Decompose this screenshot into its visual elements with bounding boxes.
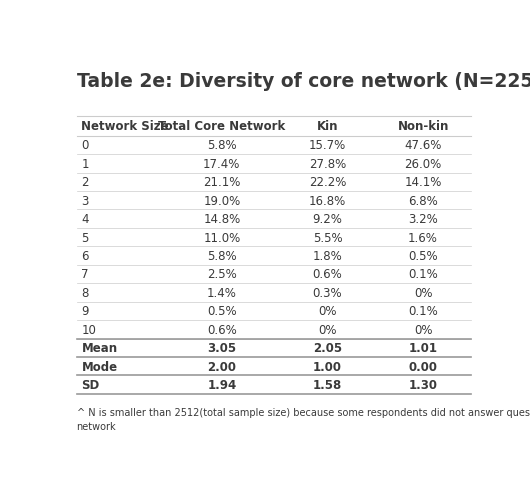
- Text: Kin: Kin: [317, 120, 338, 133]
- Text: 0.6%: 0.6%: [313, 268, 342, 281]
- Text: 1.6%: 1.6%: [408, 231, 438, 244]
- Text: 16.8%: 16.8%: [309, 194, 346, 207]
- Text: 0%: 0%: [414, 286, 432, 299]
- Text: 9.2%: 9.2%: [313, 213, 342, 225]
- Text: 7: 7: [82, 268, 89, 281]
- Text: 0%: 0%: [319, 305, 337, 318]
- Text: 5.5%: 5.5%: [313, 231, 342, 244]
- Text: 8: 8: [82, 286, 89, 299]
- Text: 19.0%: 19.0%: [203, 194, 241, 207]
- Text: 2.5%: 2.5%: [207, 268, 237, 281]
- Text: Network Size: Network Size: [82, 120, 169, 133]
- Text: 1.00: 1.00: [313, 360, 342, 373]
- Text: 14.1%: 14.1%: [404, 176, 442, 189]
- Text: 0.1%: 0.1%: [408, 268, 438, 281]
- Text: 9: 9: [82, 305, 89, 318]
- Text: 0.5%: 0.5%: [408, 249, 438, 263]
- Text: 11.0%: 11.0%: [203, 231, 241, 244]
- Text: 1: 1: [82, 158, 89, 170]
- Text: 1.01: 1.01: [409, 342, 438, 355]
- Text: 22.2%: 22.2%: [309, 176, 346, 189]
- Text: 0%: 0%: [414, 323, 432, 336]
- Text: 0.1%: 0.1%: [408, 305, 438, 318]
- Text: 1.58: 1.58: [313, 378, 342, 391]
- Text: Total Core Network: Total Core Network: [158, 120, 286, 133]
- Text: 2.00: 2.00: [207, 360, 236, 373]
- Text: 0: 0: [82, 139, 89, 152]
- Text: 0.00: 0.00: [409, 360, 438, 373]
- Text: 1.30: 1.30: [409, 378, 438, 391]
- Text: 15.7%: 15.7%: [309, 139, 346, 152]
- Text: 6.8%: 6.8%: [408, 194, 438, 207]
- Text: 3.05: 3.05: [207, 342, 236, 355]
- Text: Table 2e: Diversity of core network (N=2258)^: Table 2e: Diversity of core network (N=2…: [76, 72, 530, 91]
- Text: 5: 5: [82, 231, 89, 244]
- Text: 4: 4: [82, 213, 89, 225]
- Text: 26.0%: 26.0%: [404, 158, 441, 170]
- Text: SD: SD: [82, 378, 100, 391]
- Text: 0.5%: 0.5%: [207, 305, 237, 318]
- Text: 5.8%: 5.8%: [207, 139, 237, 152]
- Text: 2.05: 2.05: [313, 342, 342, 355]
- Text: 2: 2: [82, 176, 89, 189]
- Text: 6: 6: [82, 249, 89, 263]
- Text: 1.4%: 1.4%: [207, 286, 237, 299]
- Text: 0%: 0%: [319, 323, 337, 336]
- Text: 0.3%: 0.3%: [313, 286, 342, 299]
- Text: 21.1%: 21.1%: [203, 176, 241, 189]
- Text: 1.8%: 1.8%: [313, 249, 342, 263]
- Text: Mode: Mode: [82, 360, 118, 373]
- Text: Mean: Mean: [82, 342, 118, 355]
- Text: 10: 10: [82, 323, 96, 336]
- Text: 3: 3: [82, 194, 89, 207]
- Text: 14.8%: 14.8%: [203, 213, 241, 225]
- Text: 5.8%: 5.8%: [207, 249, 237, 263]
- Text: 1.94: 1.94: [207, 378, 236, 391]
- Text: 0.6%: 0.6%: [207, 323, 237, 336]
- Text: 27.8%: 27.8%: [309, 158, 346, 170]
- Text: Non-kin: Non-kin: [398, 120, 449, 133]
- Text: ^ N is smaller than 2512(total sample size) because some respondents did not ans: ^ N is smaller than 2512(total sample si…: [76, 407, 530, 431]
- Text: 17.4%: 17.4%: [203, 158, 241, 170]
- Text: 3.2%: 3.2%: [408, 213, 438, 225]
- Text: 47.6%: 47.6%: [404, 139, 442, 152]
